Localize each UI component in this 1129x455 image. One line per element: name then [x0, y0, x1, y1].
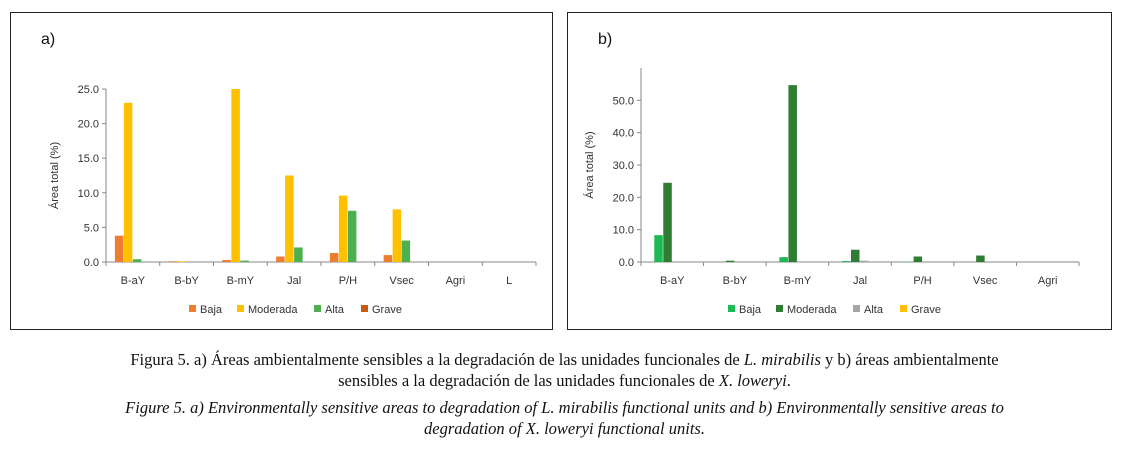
chart-panel-b: b) 0.0 10.0 20.0 30.0 40.0 50.0 Área total (%)…	[567, 12, 1112, 330]
y-tick-label: 15.0	[78, 153, 99, 165]
x-tick-label: P/H	[339, 275, 357, 287]
caption-es-text: sensibles a la degradación de las unidad…	[338, 371, 719, 390]
legend-swatch	[361, 305, 368, 312]
y-tick-label: 50.0	[613, 95, 634, 107]
chart-panel-a: a) 0.0 5.0 10.0 15.0 20.0 25.0 Área total (%) B…	[10, 12, 553, 330]
x-tick-label: P/H	[913, 275, 931, 287]
legend-label: Grave	[911, 304, 941, 316]
caption-es-text: y b) áreas ambientalmente	[820, 350, 999, 369]
legend-swatch	[728, 305, 735, 312]
bar-moderada-b-by	[177, 261, 187, 262]
legend-label: Grave	[372, 304, 402, 316]
bar-baja-b-my	[222, 259, 231, 262]
bar-baja-p-h	[329, 253, 339, 262]
legend-swatch	[237, 305, 244, 312]
bar-alta-b-ay	[132, 259, 142, 262]
bar-moderada-jal	[851, 249, 860, 262]
bar-moderada-b-by	[725, 260, 735, 262]
caption-es-species-2: X. loweryi	[718, 371, 787, 390]
bar-alta-vsec	[401, 240, 411, 262]
x-tick-label: B-bY	[174, 275, 199, 287]
caption-english-line-2: degradation of X. loweryi functional uni…	[424, 419, 705, 438]
bar-moderada-vsec	[976, 255, 985, 262]
bar-baja-b-my	[779, 257, 788, 262]
x-tick-label: Jal	[853, 275, 867, 287]
x-tick-label: Agri	[1038, 275, 1058, 287]
legend-label: Moderada	[787, 304, 837, 316]
x-tick-label: L	[506, 275, 512, 287]
legend-swatch	[853, 305, 860, 312]
caption-es-text: .	[786, 371, 791, 390]
y-axis-label: Área total (%)	[583, 131, 596, 198]
y-tick-label: 10.0	[78, 188, 99, 200]
caption-spanish-line-2: sensibles a la degradación de las unidad…	[0, 370, 1129, 391]
caption-es-species-1: L. mirabilis	[743, 350, 821, 369]
x-tick-label: Jal	[287, 275, 301, 287]
bar-alta-b-my	[240, 260, 249, 262]
y-tick-label: 5.0	[84, 222, 99, 234]
bar-baja-b-by	[168, 261, 178, 262]
y-tick-label: 0.0	[619, 257, 634, 269]
bar-moderada-b-my	[231, 89, 240, 262]
legend-swatch	[776, 305, 783, 312]
legend-label: Alta	[864, 304, 884, 316]
caption-spanish-line-1: Figura 5. a) Áreas ambientalmente sensib…	[0, 349, 1129, 370]
x-tick-label: B-mY	[227, 275, 255, 287]
x-tick-label: Agri	[446, 275, 466, 287]
legend-label: Alta	[325, 304, 345, 316]
caption-spanish: Figura 5. a) Áreas ambientalmente sensib…	[0, 349, 1129, 391]
y-axis-label: Área total (%)	[48, 142, 61, 209]
legend-swatch	[189, 305, 196, 312]
bar-alta-jal	[294, 247, 303, 262]
bar-baja-b-ay	[114, 235, 124, 262]
bar-moderada-b-ay	[123, 102, 133, 262]
bar-moderada-b-my	[788, 85, 797, 263]
bar-moderada-vsec	[392, 209, 402, 262]
chart-a-svg: 0.0 5.0 10.0 15.0 20.0 25.0 Área total (%) B-aY…	[48, 84, 537, 316]
bar-baja-vsec	[383, 255, 393, 262]
bar-moderada-p-h	[913, 256, 923, 262]
y-tick-label: 0.0	[84, 257, 99, 269]
bar-alta-jal	[860, 260, 869, 262]
x-tick-label: B-mY	[784, 275, 812, 287]
bar-moderada-p-h	[338, 195, 348, 262]
chart-b-svg: 0.0 10.0 20.0 30.0 40.0 50.0 Área total (%) B-a…	[583, 68, 1080, 316]
bar-moderada-b-ay	[663, 182, 672, 262]
legend-swatch	[900, 305, 907, 312]
x-tick-label: B-aY	[660, 275, 685, 287]
legend-label: Baja	[200, 304, 223, 316]
legend-swatch	[314, 305, 321, 312]
y-tick-label: 30.0	[613, 160, 634, 172]
y-tick-label: 10.0	[613, 225, 634, 237]
legend-label: Moderada	[248, 304, 298, 316]
legend-label: Baja	[739, 304, 762, 316]
y-tick-label: 20.0	[613, 192, 634, 204]
caption-english: Figure 5. a) Environmentally sensitive a…	[0, 397, 1129, 439]
bar-baja-jal	[842, 261, 851, 262]
y-tick-label: 20.0	[78, 119, 99, 131]
x-tick-label: B-bY	[723, 275, 748, 287]
caption-english-line-1: Figure 5. a) Environmentally sensitive a…	[125, 398, 1004, 417]
y-tick-label: 25.0	[78, 84, 99, 96]
bar-moderada-jal	[285, 175, 294, 262]
y-tick-label: 40.0	[613, 128, 634, 140]
bar-baja-jal	[276, 256, 285, 262]
x-tick-label: B-aY	[121, 275, 146, 287]
caption-es-text: Figura 5. a) Áreas ambientalmente sensib…	[130, 350, 744, 369]
panel-label-a: a)	[41, 31, 56, 48]
x-tick-label: Vsec	[389, 275, 414, 287]
panel-label-b: b)	[598, 31, 613, 48]
x-tick-label: Vsec	[973, 275, 998, 287]
bar-alta-p-h	[347, 210, 357, 262]
bar-baja-b-ay	[654, 235, 663, 262]
